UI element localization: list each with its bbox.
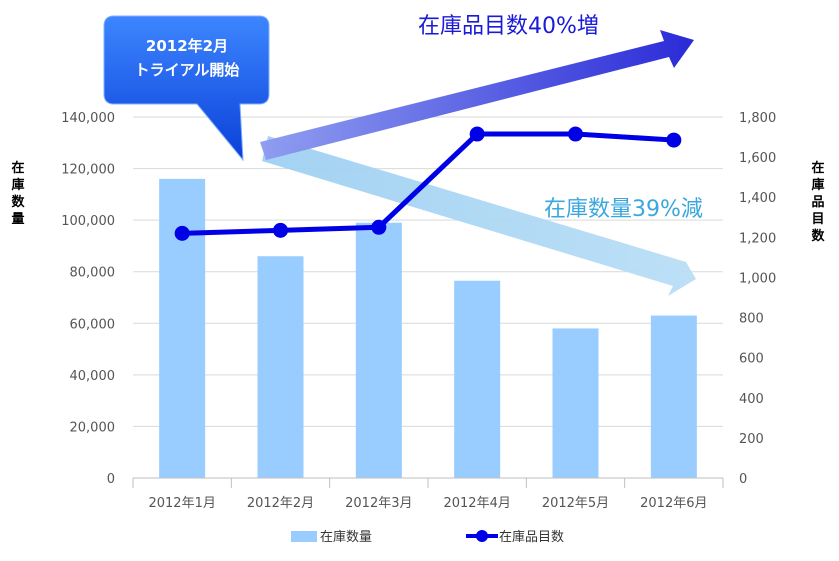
y-tick-label-right: 1,200 [739, 231, 776, 246]
bar [257, 256, 304, 478]
bars [159, 178, 697, 478]
legend-swatch-bar [291, 531, 317, 542]
legend-swatch-marker [476, 530, 488, 542]
y-tick-label-right: 200 [739, 432, 764, 447]
y-tick-label-right: 600 [739, 352, 764, 367]
y-tick-label-right: 1,800 [739, 111, 776, 126]
line-point [666, 132, 682, 148]
axes: 0 20,000 40,000 60,000 80,000 100,000 120,000 1… [61, 111, 776, 511]
bar [650, 315, 697, 478]
line-point [469, 126, 485, 142]
trial-start-callout: 2012年2月 トライアル開始 [103, 15, 270, 162]
increase-trend-arrow [260, 30, 694, 160]
decrease-annotation: 在庫数量39%減 [544, 197, 703, 222]
y-tick-label-right: 1,000 [739, 271, 776, 286]
y-tick-label-left: 100,000 [61, 214, 115, 229]
bar [159, 178, 206, 478]
callout-line2: トライアル開始 [135, 61, 240, 79]
line-point [568, 126, 583, 142]
y-tick-label-left: 0 [107, 472, 115, 487]
decrease-trend-arrow [262, 136, 696, 296]
y-tick-label-left: 40,000 [70, 369, 116, 384]
line-series [174, 126, 682, 241]
callout-line1: 2012年2月 [146, 37, 228, 55]
series-line [182, 131, 674, 236]
bar [454, 280, 501, 478]
line-point [273, 222, 288, 238]
line-point [371, 219, 387, 235]
y-tick-label-right: 0 [739, 472, 747, 487]
y-tick-label-left: 60,000 [70, 317, 116, 332]
y-tick-label-right: 400 [739, 392, 764, 407]
y-tick-label-left: 120,000 [61, 163, 115, 178]
y-tick-label-right: 1,600 [739, 151, 776, 166]
line-point [174, 225, 190, 241]
legend-label-bar: 在庫数量 [320, 530, 372, 545]
y-tick-label-right: 1,400 [739, 191, 776, 206]
y-tick-label-left: 20,000 [70, 420, 116, 435]
bar [355, 222, 402, 478]
y-axis-label-right: 在庫品目数 [811, 160, 825, 244]
x-tick-label: 2012年4月 [443, 496, 510, 511]
y-tick-label-left: 140,000 [61, 111, 115, 126]
y-tick-label-left: 80,000 [70, 266, 116, 281]
x-tick-label: 2012年3月 [345, 496, 412, 511]
y-axis-label-left: 在庫数量 [11, 160, 25, 227]
legend-label-line: 在庫品目数 [499, 530, 564, 545]
legend: 在庫数量 在庫品目数 [291, 530, 564, 545]
bar [552, 328, 599, 478]
x-tick-label: 2012年6月 [640, 496, 707, 511]
y-tick-label-right: 800 [739, 312, 764, 327]
x-tick-label: 2012年2月 [247, 496, 314, 511]
x-tick-label: 2012年1月 [148, 496, 215, 511]
increase-annotation: 在庫品目数40%増 [418, 14, 599, 39]
x-tick-label: 2012年5月 [542, 496, 609, 511]
